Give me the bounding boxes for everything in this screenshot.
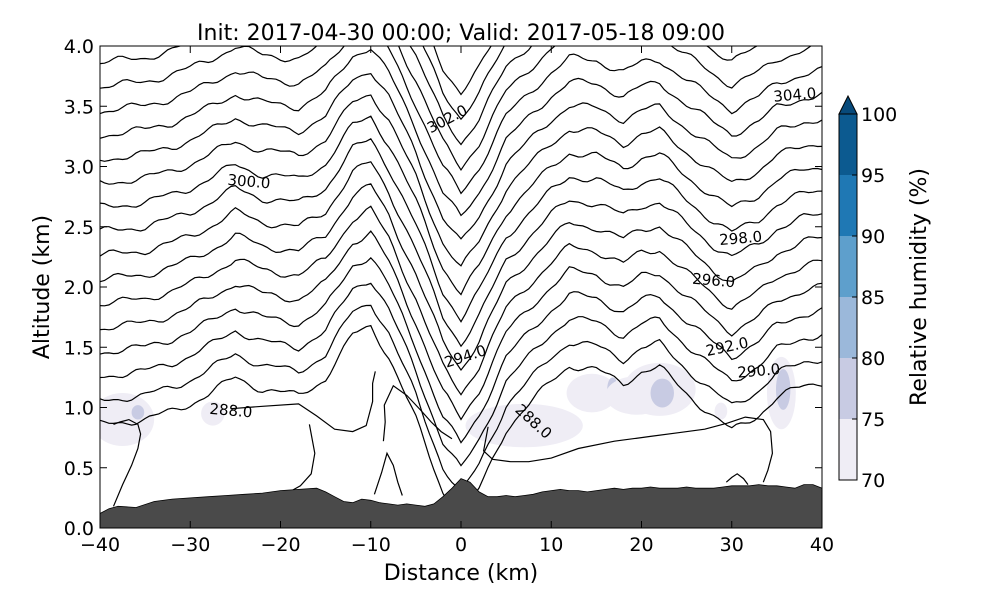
chart-title: Init: 2017-04-30 00:00; Valid: 2017-05-1… bbox=[197, 21, 725, 46]
plot-background bbox=[100, 46, 822, 528]
humidity-patch bbox=[650, 378, 674, 408]
lower-contour-layer bbox=[112, 371, 774, 507]
x-tick-label: −40 bbox=[80, 534, 120, 556]
colorbar: 70 75 80 85 90 95 100 bbox=[838, 94, 897, 492]
x-tick-label: 40 bbox=[810, 534, 834, 556]
y-tick-label: 2.0 bbox=[64, 277, 94, 299]
contour-288.0-valley-spike bbox=[373, 451, 403, 496]
y-axis: 0.0 0.5 1.0 1.5 2.0 2.5 3.0 3.5 4.0 bbox=[64, 36, 822, 540]
contour-label: 288.0 bbox=[209, 400, 253, 422]
colorbar-tick-label: 90 bbox=[861, 226, 885, 248]
humidity-patch bbox=[714, 402, 728, 420]
contour-288.0-left-curl bbox=[112, 418, 142, 507]
colorbar-tick-label: 95 bbox=[861, 165, 885, 187]
x-axis: −40 −30 −20 −10 0 10 20 30 40 bbox=[80, 46, 834, 556]
x-tick-label: −20 bbox=[260, 534, 300, 556]
x-tick-label: 30 bbox=[720, 534, 744, 556]
colorbar-segment bbox=[839, 175, 857, 236]
colorbar-segment bbox=[839, 236, 857, 297]
theta-contour-304.0 bbox=[422, 46, 505, 121]
theta-contour-299.0 bbox=[100, 73, 822, 240]
contour-label: 300.0 bbox=[227, 171, 271, 193]
x-tick-label: 0 bbox=[455, 534, 467, 556]
theta-contour-297.0 bbox=[100, 115, 822, 296]
y-axis-label: Altitude (km) bbox=[30, 215, 55, 359]
terrain-layer bbox=[100, 478, 822, 528]
theta-contour-294.0 bbox=[100, 183, 822, 372]
theta-contour-296.0 bbox=[100, 138, 822, 323]
y-tick-label: 3.5 bbox=[64, 96, 94, 118]
y-tick-label: 1.5 bbox=[64, 337, 94, 359]
colorbar-tick-label: 75 bbox=[861, 409, 885, 431]
contour-label: 296.0 bbox=[692, 270, 736, 292]
colorbar-segment bbox=[839, 358, 857, 419]
colorbar-tick-label: 80 bbox=[861, 348, 885, 370]
theta-contour-295.0 bbox=[100, 161, 822, 348]
x-tick-label: 10 bbox=[539, 534, 563, 556]
colorbar-label: Relative humidity (%) bbox=[907, 168, 932, 406]
x-tick-label: −10 bbox=[351, 534, 391, 556]
colorbar-segment bbox=[839, 297, 857, 358]
humidity-patch bbox=[566, 373, 618, 413]
y-tick-label: 3.0 bbox=[64, 157, 94, 179]
y-tick-label: 0.5 bbox=[64, 458, 94, 480]
theta-contour-300.0 bbox=[100, 48, 822, 217]
x-axis-label: Distance (km) bbox=[384, 561, 539, 586]
terrain bbox=[100, 478, 822, 528]
contour-288.0-right-loop bbox=[482, 416, 774, 483]
theta-contour-305.0 bbox=[433, 46, 492, 96]
theta-contour-303.0 bbox=[100, 46, 759, 146]
humidity-patch bbox=[465, 403, 583, 448]
theta-contour-292.0 bbox=[100, 230, 822, 421]
colorbar-segment bbox=[839, 419, 857, 480]
x-tick-label: 20 bbox=[629, 534, 653, 556]
contour-label: 298.0 bbox=[719, 227, 763, 249]
y-tick-label: 1.0 bbox=[64, 398, 94, 420]
y-tick-label: 0.0 bbox=[64, 518, 94, 540]
theta-contour-291.0 bbox=[100, 257, 822, 444]
theta-contour-302.0 bbox=[100, 46, 812, 172]
contour-288.0-right-wisp bbox=[725, 473, 749, 485]
x-tick-label: −30 bbox=[170, 534, 210, 556]
colorbar-tick-label: 70 bbox=[861, 470, 885, 492]
contour-288.0-valley-left bbox=[382, 384, 453, 442]
theta-contour-301.0 bbox=[100, 46, 822, 195]
contour-288.0-middle bbox=[230, 371, 376, 433]
colorbar-tick-label: 85 bbox=[861, 287, 885, 309]
y-tick-label: 2.5 bbox=[64, 217, 94, 239]
contour-label: 290.0 bbox=[737, 360, 781, 382]
contour-label: 304.0 bbox=[773, 84, 817, 106]
humidity-patch bbox=[131, 405, 145, 420]
contour-288.0-left-descent bbox=[289, 424, 316, 493]
humidity-patch bbox=[775, 368, 791, 410]
colorbar-tick-label: 100 bbox=[861, 104, 897, 126]
theta-contour-290.0 bbox=[100, 282, 822, 467]
y-tick-label: 4.0 bbox=[64, 36, 94, 58]
colorbar-extend-arrow bbox=[838, 94, 858, 115]
theta-contour-293.0 bbox=[100, 205, 822, 396]
humidity-patch bbox=[201, 401, 225, 426]
colorbar-segment bbox=[839, 114, 857, 175]
theta-contour-298.0 bbox=[100, 94, 822, 267]
